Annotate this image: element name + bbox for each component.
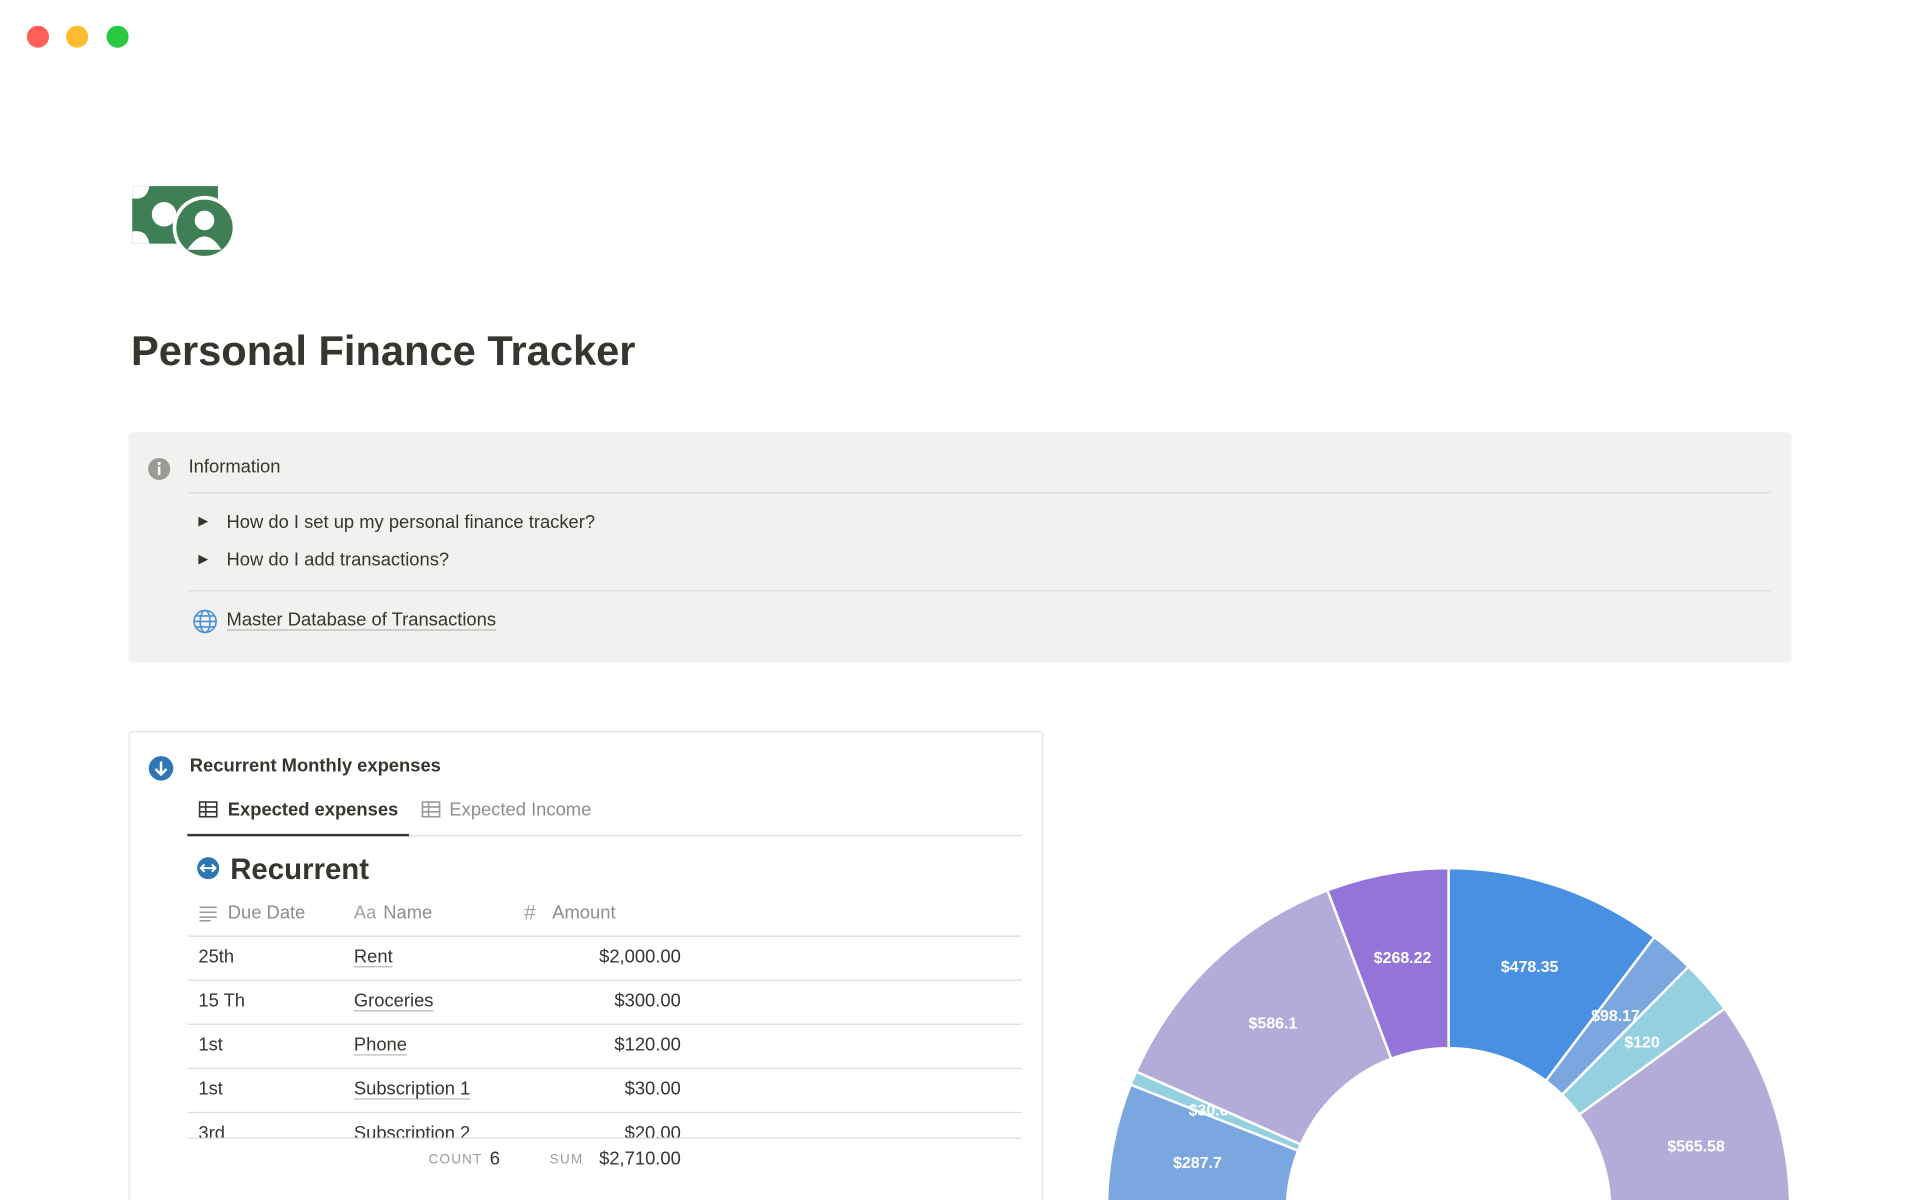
footer-label: COUNT (428, 1152, 483, 1167)
database-icon (148, 756, 174, 781)
slice-label: $287.7 (1173, 1155, 1222, 1172)
window-controls (26, 25, 129, 48)
donut-slice (1325, 866, 1450, 1061)
row-divider (187, 1023, 1022, 1025)
slice-label: $98.17 (1591, 1008, 1640, 1025)
toggle[interactable]: How do I add transactions? (226, 549, 450, 571)
text-property-icon (199, 906, 217, 922)
slice-label: $268.22 (1374, 950, 1432, 967)
row-divider (187, 1067, 1022, 1069)
table-footer (187, 1137, 1022, 1188)
page-title: Personal Finance Tracker (131, 328, 636, 375)
name-cell[interactable]: Rent (353, 946, 393, 968)
slice-label: $565.58 (1667, 1138, 1725, 1155)
divider (188, 492, 1771, 494)
callout (128, 432, 1792, 663)
due-date-cell: 25th (198, 946, 235, 968)
slice-label: $120 (1624, 1034, 1660, 1051)
donut-slice (1577, 1006, 1792, 1200)
due-date-cell: 1st (198, 1078, 223, 1100)
divider (188, 590, 1771, 592)
active-tab-indicator (187, 833, 409, 837)
column-header[interactable]: Due Date (227, 902, 306, 924)
toggle[interactable]: How do I set up my personal finance trac… (226, 511, 596, 533)
amount-cell: $30.00 (624, 1078, 681, 1100)
row-divider (187, 1111, 1022, 1114)
name-cell[interactable]: Subscription 1 (353, 1078, 471, 1100)
close-button[interactable] (26, 25, 49, 48)
footer-label: SUM (549, 1152, 584, 1167)
footer-count: 6 (489, 1148, 501, 1170)
maximize-button[interactable] (106, 25, 129, 48)
view-icon (197, 857, 220, 880)
callout-title: Information (188, 456, 281, 478)
view-title: Recurrent (230, 853, 370, 887)
database-block (128, 731, 1044, 1200)
tab-divider (187, 835, 1022, 837)
column-header[interactable]: Amount (552, 902, 616, 924)
row-divider (187, 979, 1022, 981)
column-header[interactable]: Name (383, 902, 433, 924)
donut-slice (1447, 866, 1657, 1083)
tab[interactable]: Expected Income (449, 799, 592, 821)
name-cell[interactable]: Phone (353, 1034, 407, 1056)
tab[interactable]: Expected expenses (227, 799, 399, 821)
due-date-cell: 15 Th (198, 990, 246, 1012)
globe-icon (193, 609, 217, 634)
table-icon (421, 801, 441, 818)
slice-label: $478.35 (1501, 959, 1559, 976)
name-cell[interactable]: Groceries (353, 990, 434, 1012)
amount-cell: $120.00 (614, 1034, 681, 1056)
database-title: Recurrent Monthly expenses (189, 755, 441, 777)
database-link[interactable]: Master Database of Transactions (226, 609, 497, 631)
amount-cell: $300.00 (614, 990, 681, 1012)
table-icon (198, 801, 218, 818)
title-property-icon: Aa (353, 902, 377, 924)
minimize-button[interactable] (66, 25, 89, 48)
amount-cell: $2,000.00 (599, 946, 681, 968)
page-icon (132, 186, 237, 260)
slice-label: $586.1 (1249, 1016, 1298, 1033)
donut-slice (1134, 888, 1393, 1147)
footer-sum: $2,710.00 (599, 1148, 681, 1170)
number-property-icon: # (524, 901, 536, 925)
info-icon (148, 457, 171, 481)
due-date-cell: 1st (198, 1034, 223, 1056)
row-divider (187, 935, 1022, 937)
toggle-arrows (198, 516, 209, 565)
